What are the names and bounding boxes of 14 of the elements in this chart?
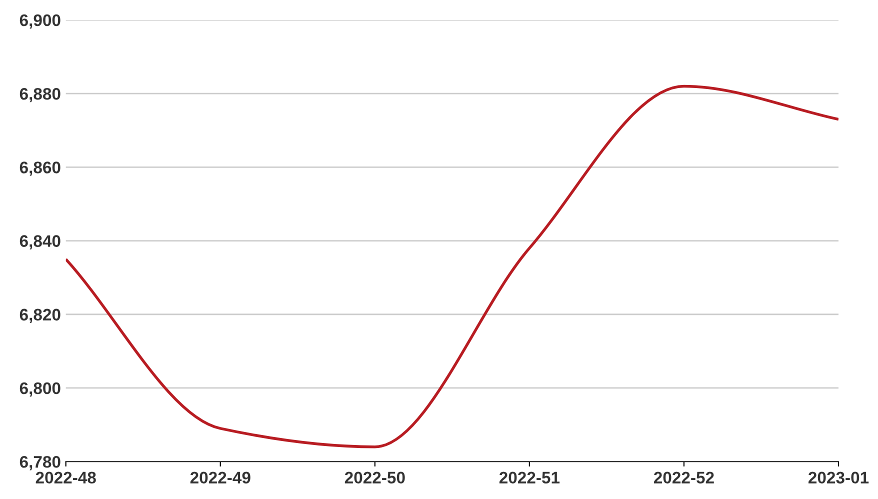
y-tick-label: 6,800 xyxy=(20,382,60,397)
y-tick-label: 6,820 xyxy=(20,308,60,323)
y-tick-label: 6,900 xyxy=(20,14,60,29)
x-tick-label: 2023-01 xyxy=(808,472,869,484)
y-tick-label: 6,880 xyxy=(20,88,60,102)
y-tick-label: 6,780 xyxy=(20,456,60,470)
x-tick-label: 2022-48 xyxy=(36,472,96,484)
x-tick-label: 2022-49 xyxy=(190,472,250,484)
x-tick-label: 2022-52 xyxy=(654,472,714,484)
x-tick-label: 2022-50 xyxy=(344,472,405,484)
y-tick-label: 6,860 xyxy=(20,162,60,176)
x-tick-label: 2022-51 xyxy=(499,472,560,484)
line-series xyxy=(66,84,838,448)
y-tick-label: 6,840 xyxy=(20,235,60,250)
